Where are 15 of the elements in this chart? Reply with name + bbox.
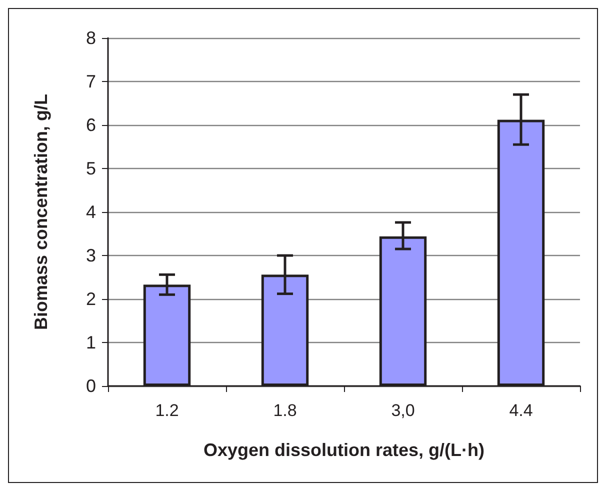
y-tick-label: 4 bbox=[86, 202, 96, 222]
y-tick-label: 7 bbox=[86, 72, 96, 92]
y-tick-label: 1 bbox=[86, 332, 96, 352]
x-axis-title: Oxygen dissolution rates, g/(L·h) bbox=[203, 440, 485, 460]
y-tick-label: 8 bbox=[86, 28, 96, 48]
x-tick-label: 1.2 bbox=[155, 401, 179, 420]
x-tick-label: 1.8 bbox=[273, 401, 297, 420]
y-tick-label: 3 bbox=[86, 246, 96, 266]
y-tick-label: 0 bbox=[86, 376, 96, 396]
x-tick-label: 4.4 bbox=[509, 401, 533, 420]
y-tick-label: 2 bbox=[86, 289, 96, 309]
y-axis-title: Biomass concentration, g/L bbox=[31, 94, 51, 330]
y-tick-label: 6 bbox=[86, 115, 96, 135]
y-tick-label: 5 bbox=[86, 158, 96, 178]
x-tick-label: 3,0 bbox=[391, 401, 415, 420]
